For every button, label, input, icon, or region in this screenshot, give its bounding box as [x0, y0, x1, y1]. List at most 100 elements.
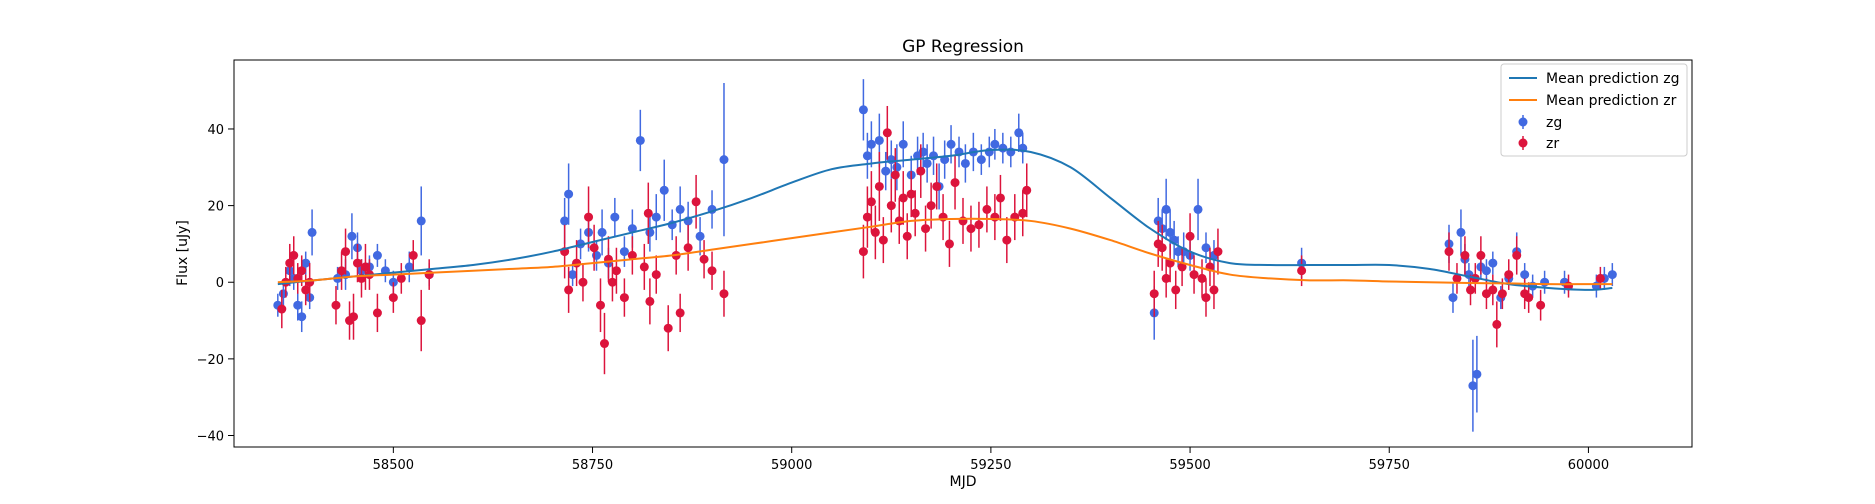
zr-point	[1524, 293, 1534, 303]
zr-point	[882, 128, 892, 138]
zg-point	[984, 147, 994, 157]
zr-point	[349, 312, 359, 322]
zr-point	[858, 247, 868, 257]
legend: Mean prediction zg Mean prediction zr zg…	[1500, 63, 1688, 157]
zr-point	[691, 197, 701, 207]
zg-point	[560, 216, 570, 226]
zr-point	[1197, 273, 1207, 283]
zr-point	[1476, 250, 1486, 260]
zr-point	[1002, 235, 1012, 245]
zr-point	[707, 266, 717, 276]
zr-point	[301, 285, 311, 295]
zr-point	[645, 296, 655, 306]
zr-point	[578, 277, 588, 287]
zg-point	[1014, 128, 1024, 138]
legend-label-zr: zr	[1546, 136, 1559, 152]
zg-point	[404, 262, 414, 272]
x-tick-label: 59500	[1169, 458, 1210, 473]
x-tick-label: 60000	[1568, 458, 1609, 473]
mean-prediction-zr-line	[277, 217, 1613, 286]
zg-point	[866, 139, 876, 149]
zg-point	[1201, 243, 1211, 253]
zr-point	[683, 243, 693, 253]
zr-point	[950, 178, 960, 188]
zr-point	[607, 277, 617, 287]
zr-point	[894, 216, 904, 226]
zr-point	[589, 243, 599, 253]
zr-point	[1157, 243, 1167, 253]
zr-point	[1297, 266, 1307, 276]
zg-point	[293, 300, 303, 310]
zr-point	[277, 304, 287, 314]
zr-point	[866, 197, 876, 207]
zg-point	[1448, 293, 1458, 303]
zr-point	[982, 204, 992, 214]
zr-point	[966, 224, 976, 234]
x-axis-label: MJD	[950, 474, 977, 490]
zr-point	[1209, 285, 1219, 295]
zr-point	[651, 270, 661, 280]
zr-point	[874, 181, 884, 191]
zr-point	[898, 193, 908, 203]
zg-point	[1520, 270, 1530, 280]
zr-point	[408, 250, 418, 260]
legend-label-zg: zg	[1546, 115, 1562, 131]
zr-point	[663, 323, 673, 333]
zr-point	[388, 293, 398, 303]
zr-point	[639, 262, 649, 272]
zr-point	[1444, 247, 1454, 257]
zg-point	[1472, 369, 1482, 379]
zg-point	[597, 227, 607, 237]
zr-point	[1161, 273, 1171, 283]
x-tick-label: 59750	[1369, 458, 1410, 473]
zr-point	[1189, 270, 1199, 280]
zr-point	[341, 247, 351, 257]
zr-point	[1512, 250, 1522, 260]
zr-point	[337, 266, 347, 276]
zr-point	[599, 339, 609, 349]
zg-point	[651, 212, 661, 222]
legend-label-mean-zg: Mean prediction zg	[1546, 71, 1680, 87]
zg-point	[1481, 266, 1491, 276]
zg-point	[922, 158, 932, 168]
zr-point	[1022, 185, 1032, 195]
zr-point	[360, 262, 370, 272]
zg-point	[1488, 258, 1498, 268]
zr-point	[331, 300, 341, 310]
zr-point	[1185, 231, 1195, 241]
zg-point	[886, 155, 896, 165]
zg-point	[960, 158, 970, 168]
zr-point	[921, 224, 931, 234]
legend-swatch-zg	[1518, 117, 1528, 127]
zr-point	[1492, 319, 1502, 329]
zg-point	[929, 151, 939, 161]
zr-point	[619, 293, 629, 303]
zr-point	[643, 208, 653, 218]
x-axis: 58500 58750 59000 59250 59500 59750 60000	[373, 447, 1609, 473]
lines-layer	[277, 148, 1613, 291]
zr-point	[932, 181, 942, 191]
zr-point	[1452, 273, 1462, 283]
zr-point	[564, 285, 574, 295]
zg-point	[1165, 227, 1175, 237]
zg-point	[278, 289, 288, 299]
zg-point	[892, 162, 902, 172]
zr-point	[289, 250, 299, 260]
y-tick-label: 20	[207, 200, 224, 215]
zg-point	[695, 231, 705, 241]
zr-point	[902, 231, 912, 241]
zg-point	[918, 147, 928, 157]
series-layer	[273, 79, 1617, 432]
x-tick-label: 58500	[373, 458, 414, 473]
zr-point	[862, 212, 872, 222]
zr-point	[1536, 300, 1546, 310]
zg-point	[998, 143, 1008, 153]
chart-title: GP Regression	[902, 37, 1024, 57]
plot-area	[233, 59, 1693, 448]
zg-point	[976, 155, 986, 165]
zr-point	[906, 189, 916, 199]
zg-point	[610, 212, 620, 222]
zr-point	[372, 308, 382, 318]
zr-point	[990, 212, 1000, 222]
y-tick-label: −20	[197, 353, 224, 368]
